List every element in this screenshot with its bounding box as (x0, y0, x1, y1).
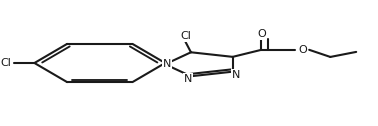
Text: O: O (257, 29, 266, 39)
Text: Cl: Cl (180, 31, 191, 41)
Text: N: N (163, 59, 171, 69)
Text: N: N (184, 74, 192, 84)
Text: N: N (232, 70, 241, 80)
Text: O: O (298, 45, 307, 55)
Text: Cl: Cl (0, 58, 11, 68)
